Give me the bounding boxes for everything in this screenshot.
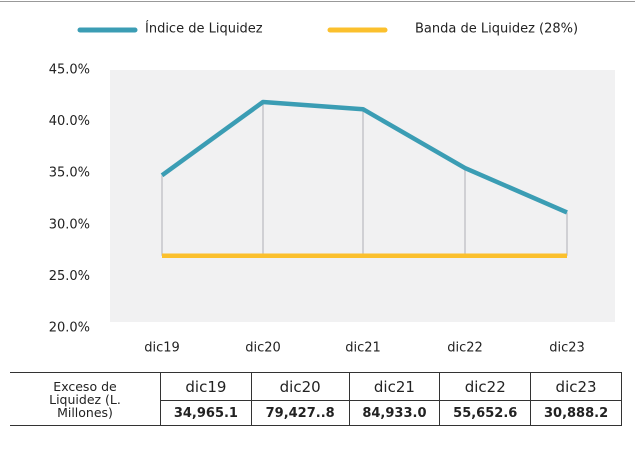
header-cell: dic21	[348, 372, 441, 401]
x-tick-label: dic22	[447, 341, 483, 356]
series-line	[160, 99, 568, 215]
header-cell-text: dic20	[279, 377, 321, 396]
x-tick-label: dic21	[345, 341, 381, 356]
y-tick-label: 45.0%	[49, 63, 90, 78]
header-cell: dic23	[530, 372, 622, 401]
header-cell-text: dic23	[555, 377, 597, 396]
y-tick-label: 30.0%	[49, 217, 90, 232]
header-cell: dic20	[250, 372, 350, 401]
value-cell: 55,652.6	[439, 400, 532, 426]
value-cell: 79,427..8	[250, 400, 350, 426]
y-tick-label: 25.0%	[49, 269, 90, 284]
y-tick-label: 35.0%	[49, 166, 90, 181]
value-cell: 84,933.0	[348, 400, 441, 426]
chart: 20.0% 25.0% 30.0% 35.0% 40.0% 45.0% dic19 dic20…	[0, 1, 635, 356]
header-cell: dic22	[439, 372, 532, 401]
value-cell-text: 34,965.1	[173, 405, 238, 421]
x-tick-label: dic19	[144, 341, 180, 356]
header-cell: dic19	[160, 372, 252, 401]
row-label: Exceso de Liquidez (L. Millones)	[10, 372, 161, 426]
legend-label: Índice de Liquidez	[145, 21, 263, 37]
value-cell: 34,965.1	[160, 400, 252, 426]
header-cell-text: dic22	[464, 377, 506, 396]
header-cell-text: dic19	[185, 377, 227, 396]
x-tick-label: dic20	[245, 341, 281, 356]
value-cell-text: 79,427..8	[265, 405, 335, 421]
value-cell-text: 30,888.2	[543, 405, 609, 421]
y-tick-label: 20.0%	[49, 321, 90, 336]
data-table: Exceso de Liquidez (L. Millones) dic19 dic…	[10, 372, 622, 426]
y-tick-label: 40.0%	[49, 114, 90, 129]
value-cell-text: 55,652.6	[453, 405, 518, 421]
value-cell-text: 84,933.0	[362, 405, 427, 421]
legend-label: Banda de Liquidez (28%)	[415, 22, 578, 37]
row-label-text: Exceso de Liquidez (L. Millones)	[49, 378, 121, 420]
header-cell-text: dic21	[373, 377, 415, 396]
value-cell: 30,888.2	[530, 400, 622, 426]
x-tick-label: dic23	[549, 341, 585, 356]
